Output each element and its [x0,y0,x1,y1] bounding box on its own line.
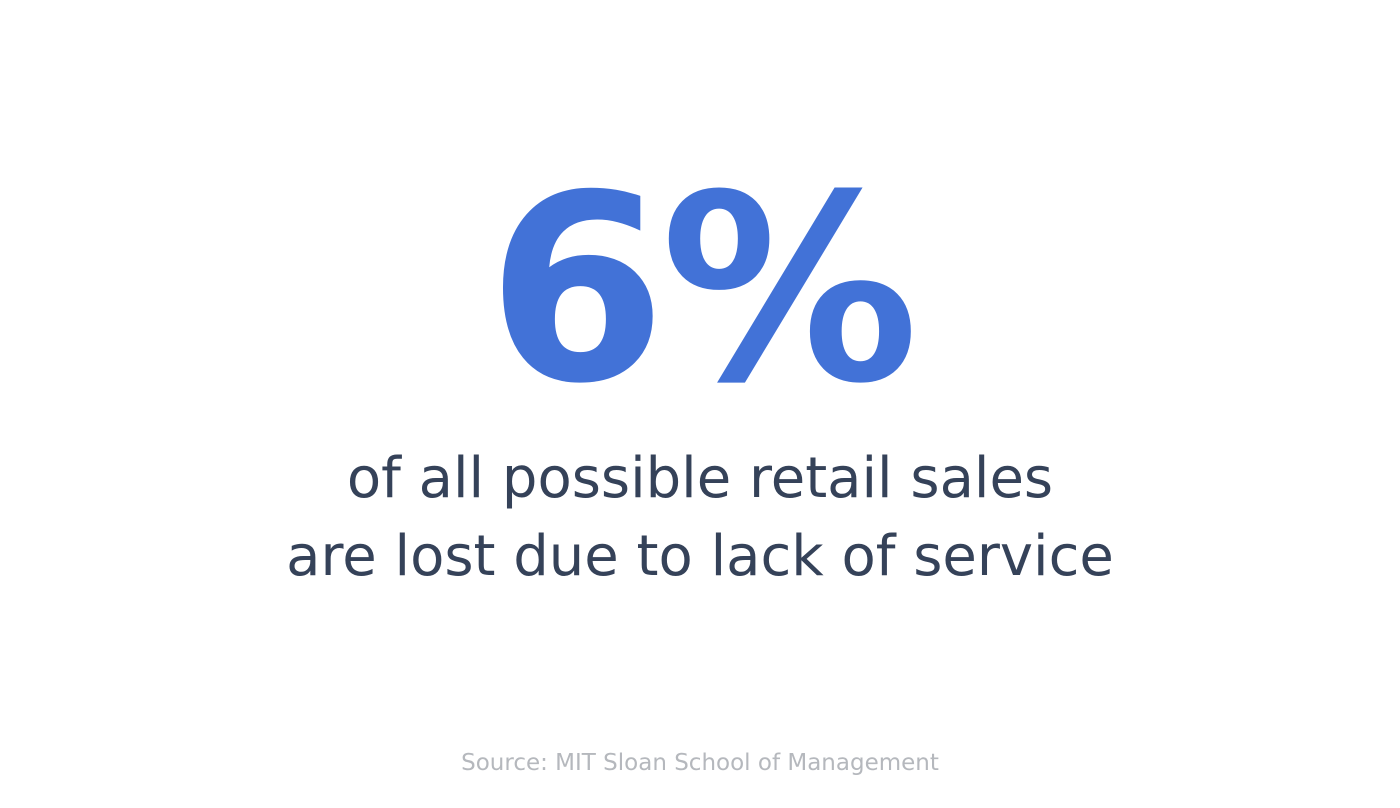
description-line: are lost due to lack of service [286,524,1114,589]
stat-value: 6% [486,140,919,440]
description-line: of all possible retail sales [346,446,1054,511]
source: Source: MIT Sloan School of Management [461,750,939,776]
stat-description: of all possible retail sales are lost du… [0,440,1400,596]
